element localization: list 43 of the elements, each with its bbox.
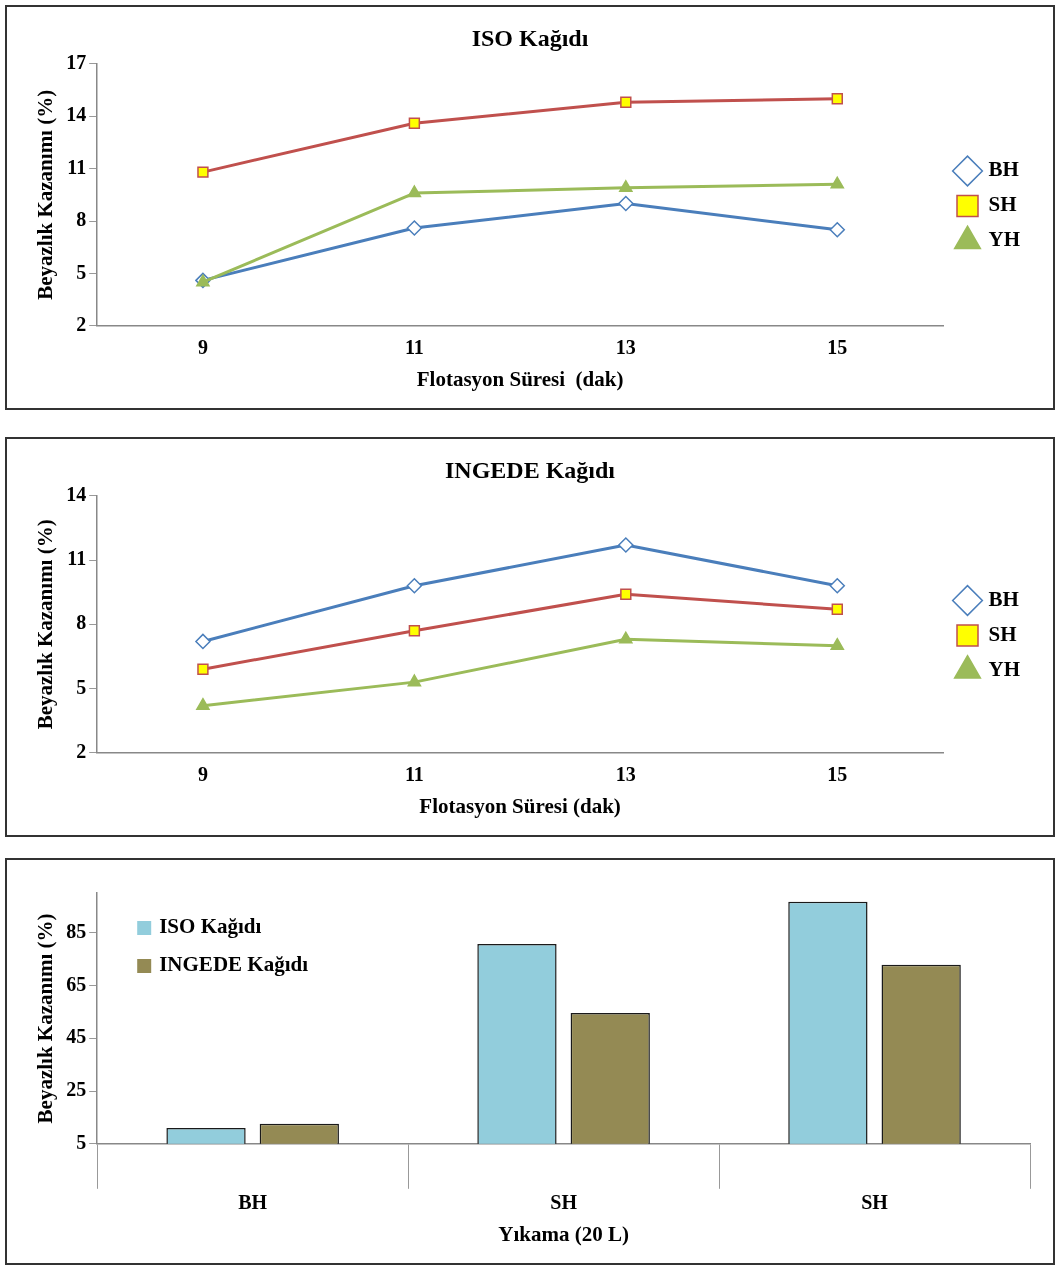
x-axis-title: Yıkama (20 L) <box>498 1221 629 1246</box>
y-axis-title: Beyazlık Kazanımı (%) <box>33 913 58 1124</box>
y-tick-label: 11 <box>67 155 87 178</box>
x-tick-label: 9 <box>197 762 208 785</box>
y-axis-title: Beyazlık Kazanımı (%) <box>33 89 58 300</box>
x-tick-label: 11 <box>404 335 424 358</box>
y-tick-label: 65 <box>66 972 87 995</box>
y-tick-label: 2 <box>76 312 87 335</box>
x-axis-title: Flotasyon Süresi (dak) <box>419 793 621 818</box>
legend-label: BH <box>988 586 1019 611</box>
y-tick-label: 11 <box>67 547 87 570</box>
x-tick-label: 11 <box>404 762 424 785</box>
x-tick-label: SH <box>550 1190 578 1213</box>
x-tick-label: 15 <box>827 335 848 358</box>
legend-label: ISO Kağıdı <box>159 914 262 939</box>
x-tick-label: 15 <box>827 762 848 785</box>
y-tick-label: 25 <box>66 1078 87 1101</box>
y-tick-label: 8 <box>76 208 87 231</box>
y-tick-label: 85 <box>66 919 87 942</box>
chart-title: INGEDE Kağıdı <box>444 456 616 483</box>
y-tick-label: 8 <box>76 611 87 634</box>
x-tick-label: 13 <box>615 762 636 785</box>
y-axis-title: Beyazlık Kazanımı (%) <box>33 519 58 730</box>
y-tick-label: 14 <box>66 482 87 505</box>
legend-label: YH <box>988 656 1020 681</box>
y-tick-label: 5 <box>76 1130 87 1153</box>
y-tick-label: 14 <box>66 103 87 126</box>
y-tick-label: 2 <box>76 739 87 762</box>
x-tick-label: BH <box>238 1190 268 1213</box>
y-tick-label: 17 <box>66 50 87 73</box>
y-tick-label: 5 <box>76 260 87 283</box>
legend-label: SH <box>988 192 1017 217</box>
x-tick-label: SH <box>861 1190 889 1213</box>
x-axis-title: Flotasyon Süresi (dak) <box>416 366 624 391</box>
legend-label: BH <box>988 157 1019 182</box>
y-tick-label: 5 <box>76 675 87 698</box>
x-tick-label: 13 <box>615 335 636 358</box>
legend-label: INGEDE Kağıdı <box>159 952 309 977</box>
chart-title: ISO Kağıdı <box>471 24 589 51</box>
legend-label: SH <box>988 621 1017 646</box>
y-tick-label: 45 <box>66 1025 87 1048</box>
legend-label: YH <box>988 227 1020 252</box>
x-tick-label: 9 <box>197 335 208 358</box>
